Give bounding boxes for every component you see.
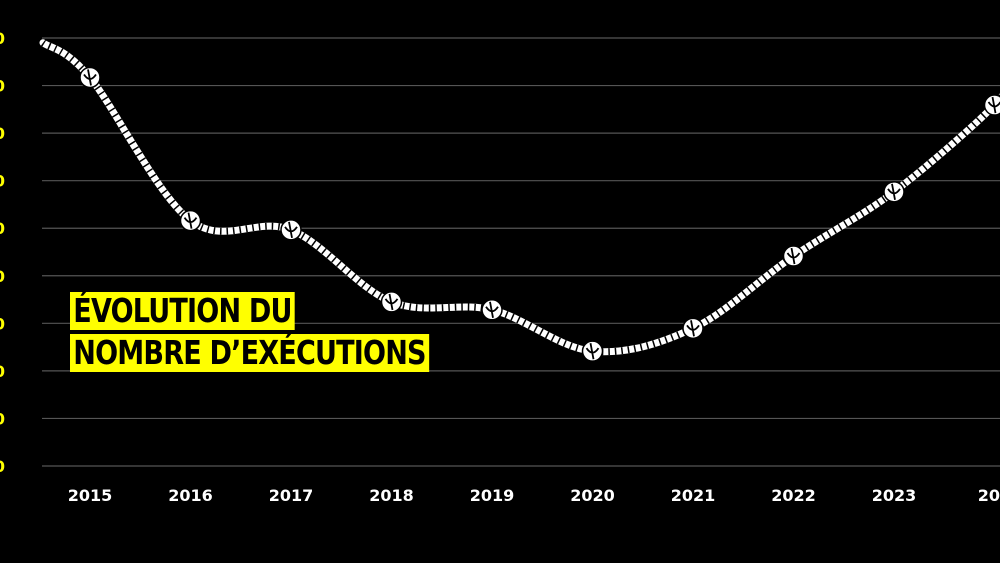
knot-detail xyxy=(384,293,399,311)
knot-detail xyxy=(686,320,700,337)
y-tick-label: 0 xyxy=(0,457,5,476)
y-tick-label: 400 xyxy=(0,362,5,381)
x-tick-label: 2015 xyxy=(68,486,113,505)
x-tick-label: 2018 xyxy=(369,486,414,505)
chart-title: ÉVOLUTION DU NOMBRE D’EXÉCUTIONS xyxy=(70,292,508,376)
chart-title-line-2: NOMBRE D’EXÉCUTIONS xyxy=(70,334,430,372)
chart-title-line-1: ÉVOLUTION DU xyxy=(70,292,295,330)
y-tick-label: 200 xyxy=(0,409,5,428)
y-tick-label: 1200 xyxy=(0,172,5,191)
x-tick-label: 2019 xyxy=(470,486,515,505)
y-tick-label: 1800 xyxy=(0,29,5,48)
x-tick-label: 2023 xyxy=(872,486,917,505)
knot-detail xyxy=(987,96,1000,114)
knot-detail xyxy=(585,342,600,360)
x-tick-label: 2017 xyxy=(269,486,314,505)
y-tick-label: 1600 xyxy=(0,77,5,96)
knot-detail xyxy=(485,301,499,318)
knot-detail xyxy=(183,212,198,229)
knot-detail xyxy=(83,69,97,86)
knot-detail xyxy=(786,247,801,265)
x-tick-label: 2021 xyxy=(671,486,716,505)
x-tick-label: 2016 xyxy=(168,486,213,505)
knot-detail xyxy=(887,183,901,201)
y-tick-label: 1400 xyxy=(0,124,5,143)
y-tick-label: 1000 xyxy=(0,219,5,238)
x-tick-label: 2020 xyxy=(570,486,615,505)
y-tick-label: 600 xyxy=(0,314,5,333)
y-tick-label: 800 xyxy=(0,267,5,286)
x-tick-label: 202 xyxy=(978,486,1000,505)
x-tick-label: 2022 xyxy=(771,486,816,505)
knot-detail xyxy=(284,221,298,239)
